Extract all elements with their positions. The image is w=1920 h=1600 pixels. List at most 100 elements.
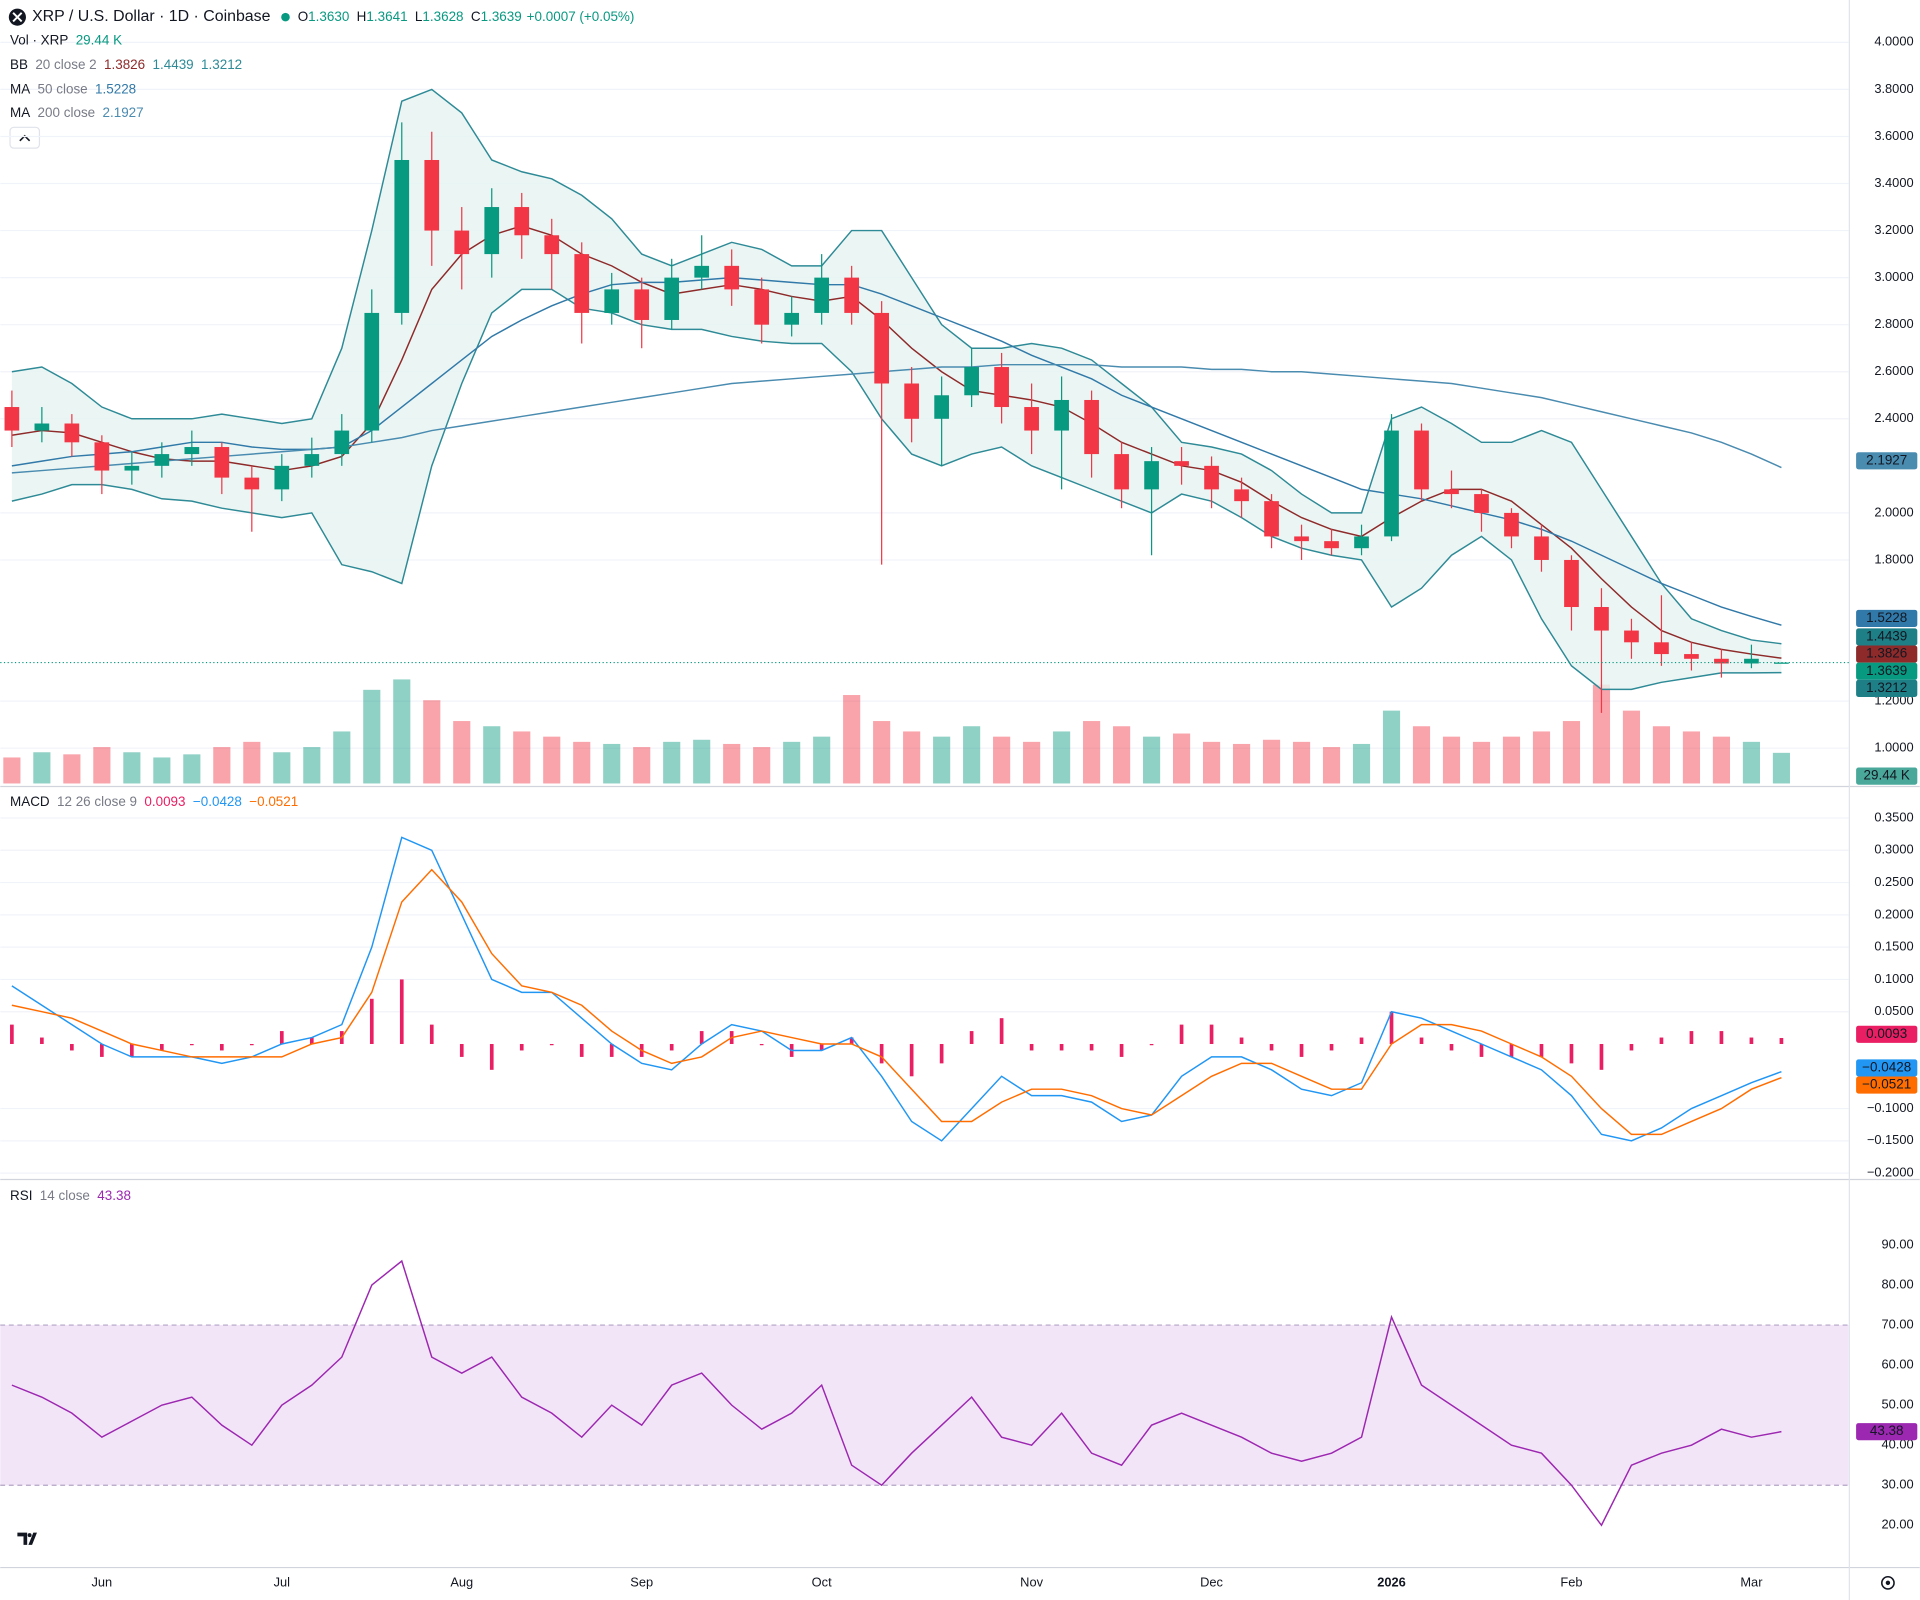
- candle-body: [634, 289, 650, 320]
- settings-button[interactable]: [1881, 1575, 1895, 1590]
- legend-params: 20 close 2: [35, 56, 96, 71]
- candle-body: [1114, 454, 1129, 490]
- candle-body: [934, 395, 949, 419]
- volume-bar: [1592, 684, 1611, 784]
- y-tick-label: 2.8000: [1874, 316, 1913, 331]
- y-tick-label: 3.8000: [1874, 81, 1913, 96]
- y-tick-label: 0.1500: [1874, 939, 1913, 954]
- candle-body: [274, 465, 290, 490]
- volume-bar: [1562, 721, 1581, 784]
- candle-body: [1234, 489, 1249, 502]
- x-tick-label: Feb: [1560, 1574, 1582, 1589]
- y-tick-label: −0.1500: [1867, 1132, 1914, 1147]
- macd-histogram-bar: [1179, 1024, 1184, 1044]
- y-tick-label: 3.2000: [1874, 222, 1913, 237]
- macd-histogram-bar: [160, 1043, 164, 1051]
- rsi-line: [11, 1259, 1782, 1527]
- macd-histogram-bar: [609, 1043, 614, 1057]
- macd-histogram-bar: [939, 1043, 944, 1064]
- x-tick-label: Oct: [812, 1574, 832, 1589]
- ohlc-label: H: [357, 9, 367, 24]
- y-tick-label: 3.4000: [1874, 175, 1913, 190]
- price-badge: [1856, 1076, 1918, 1094]
- macd-histogram-bar: [1749, 1037, 1754, 1044]
- y-tick-label: 50.00: [1881, 1397, 1913, 1412]
- macd-histogram-bar: [1659, 1037, 1664, 1044]
- candle-body: [784, 312, 800, 325]
- macd-histogram-bar: [1119, 1043, 1124, 1057]
- macd-histogram-bar: [1149, 1043, 1154, 1046]
- volume-bar: [363, 689, 381, 784]
- candle-body: [1444, 489, 1459, 495]
- legend-value: −0.0521: [249, 793, 298, 808]
- ohlc-value: 1.3630: [308, 9, 349, 24]
- x-tick-label: Sep: [630, 1574, 653, 1589]
- ohlc-values: O1.3630 H1.3641 L1.3628 C1.3639 +0.0007 (+0.…: [298, 9, 635, 24]
- macd-histogram-bar: [10, 1024, 14, 1044]
- market-status-dot: [281, 12, 290, 22]
- macd-histogram-bar: [759, 1043, 764, 1046]
- volume-bar: [1442, 736, 1461, 784]
- volume-bar: [1712, 736, 1731, 784]
- volume-bar: [33, 752, 51, 784]
- candle-body: [64, 423, 80, 443]
- bollinger-basis: [11, 225, 1782, 659]
- volume-bar: [1532, 731, 1551, 784]
- macd-histogram-bar: [249, 1043, 254, 1046]
- collapse-legend-button[interactable]: [9, 126, 41, 149]
- x-tick-label: Jun: [91, 1574, 112, 1589]
- x-tick-label: 2026: [1377, 1574, 1406, 1589]
- candle-body: [1174, 461, 1189, 466]
- indicator-legend: MA 200 close 2.1927: [10, 105, 144, 120]
- price-badge-label: 1.5228: [1866, 610, 1907, 625]
- tradingview-logo[interactable]: [17, 1532, 37, 1545]
- ohlc-label: C: [471, 9, 481, 24]
- candle-body: [874, 312, 889, 384]
- y-tick-label: 20.00: [1881, 1517, 1913, 1532]
- y-tick-label: 90.00: [1881, 1236, 1913, 1251]
- macd-histogram-bar: [1719, 1031, 1724, 1044]
- y-tick-label: 1.0000: [1874, 740, 1913, 755]
- bollinger-fill: [11, 89, 1782, 690]
- candle-body: [304, 454, 320, 466]
- price-badge-label: 1.4439: [1866, 629, 1907, 644]
- price-badge-label: 1.3826: [1866, 646, 1907, 661]
- bollinger-lower: [11, 288, 1782, 691]
- candle-body: [754, 289, 770, 325]
- y-tick-label: −0.1000: [1867, 1100, 1914, 1115]
- price-badge-label: 29.44 K: [1864, 768, 1910, 783]
- symbol-icon[interactable]: [8, 8, 26, 26]
- candle-body: [994, 367, 1009, 408]
- legend-params: 12 26 close 9: [57, 793, 137, 808]
- y-tick-label: 0.3500: [1874, 809, 1913, 824]
- legend-value: 43.38: [97, 1188, 131, 1203]
- macd-histogram-bar: [429, 1024, 434, 1044]
- candle-body: [1504, 512, 1519, 537]
- volume-bar: [213, 747, 231, 784]
- y-tick-label: 70.00: [1881, 1316, 1913, 1331]
- candle-body: [1294, 536, 1309, 542]
- macd-histogram-bar: [1389, 1011, 1394, 1044]
- candle-body: [1324, 541, 1339, 549]
- moving-average: [11, 363, 1782, 474]
- candle-body: [574, 254, 590, 313]
- volume-bar: [573, 741, 591, 784]
- candle-body: [244, 477, 260, 490]
- macd-histogram-bar: [1299, 1043, 1304, 1057]
- legend-value: 1.3826: [104, 56, 145, 71]
- volume-bar: [423, 700, 441, 784]
- x-tick-label: Mar: [1740, 1574, 1763, 1589]
- macd-histogram-bar: [459, 1043, 464, 1057]
- candle-body: [94, 442, 110, 471]
- macd-histogram-bar: [1059, 1043, 1064, 1051]
- volume-bar: [1232, 743, 1251, 784]
- price-badge: [1856, 609, 1918, 627]
- candle-body: [964, 367, 979, 396]
- y-tick-label: 0.2000: [1874, 906, 1913, 921]
- macd-histogram-bar: [399, 979, 404, 1044]
- candle-body: [4, 407, 20, 431]
- indicator-legend: BB 20 close 2 1.3826 1.4439 1.3212: [10, 56, 242, 71]
- y-tick-label: 30.00: [1881, 1477, 1913, 1492]
- volume-bar: [1472, 741, 1491, 784]
